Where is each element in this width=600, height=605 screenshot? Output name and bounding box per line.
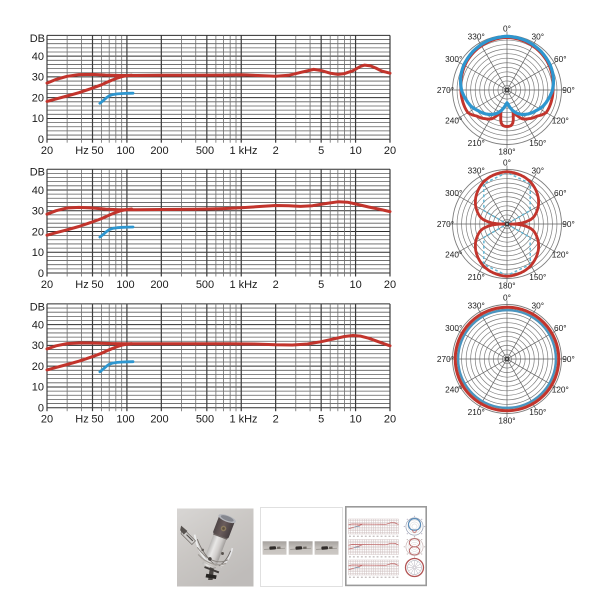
svg-text:50: 50 bbox=[91, 414, 103, 426]
svg-text:5: 5 bbox=[318, 279, 324, 291]
svg-text:330°: 330° bbox=[468, 32, 485, 42]
svg-text:180°: 180° bbox=[498, 280, 515, 290]
svg-text:90°: 90° bbox=[562, 354, 575, 364]
svg-text:0°: 0° bbox=[503, 292, 511, 302]
svg-text:30: 30 bbox=[32, 340, 44, 352]
svg-text:2: 2 bbox=[273, 279, 279, 291]
svg-text:DB: DB bbox=[30, 301, 45, 313]
svg-text:210°: 210° bbox=[468, 138, 485, 148]
svg-text:30°: 30° bbox=[532, 32, 545, 42]
svg-text:100: 100 bbox=[116, 279, 134, 291]
svg-text:60°: 60° bbox=[554, 323, 567, 333]
svg-text:20: 20 bbox=[32, 361, 44, 373]
svg-text:240°: 240° bbox=[445, 116, 462, 126]
svg-text:120°: 120° bbox=[552, 116, 569, 126]
svg-text:500: 500 bbox=[196, 279, 214, 291]
svg-text:270°: 270° bbox=[437, 354, 454, 364]
svg-text:30: 30 bbox=[32, 72, 44, 84]
svg-text:200: 200 bbox=[150, 279, 168, 291]
svg-text:Hz: Hz bbox=[75, 145, 88, 157]
svg-text:330°: 330° bbox=[468, 301, 485, 311]
svg-text:50: 50 bbox=[91, 145, 103, 157]
svg-text:5: 5 bbox=[318, 414, 324, 426]
svg-text:100: 100 bbox=[116, 414, 134, 426]
svg-text:90°: 90° bbox=[562, 85, 575, 95]
svg-text:20: 20 bbox=[384, 145, 396, 157]
svg-text:150°: 150° bbox=[529, 272, 546, 282]
svg-text:270°: 270° bbox=[437, 85, 454, 95]
svg-text:20: 20 bbox=[41, 145, 53, 157]
svg-text:20: 20 bbox=[384, 414, 396, 426]
svg-text:Hz: Hz bbox=[75, 279, 88, 291]
svg-text:1 kHz: 1 kHz bbox=[229, 279, 257, 291]
svg-text:240°: 240° bbox=[445, 385, 462, 395]
svg-text:200: 200 bbox=[150, 145, 168, 157]
svg-text:10: 10 bbox=[32, 113, 44, 125]
svg-text:10: 10 bbox=[349, 145, 361, 157]
svg-text:120°: 120° bbox=[552, 250, 569, 260]
svg-text:300°: 300° bbox=[445, 54, 462, 64]
svg-text:180°: 180° bbox=[498, 415, 515, 425]
svg-text:10: 10 bbox=[349, 414, 361, 426]
svg-text:500: 500 bbox=[196, 145, 214, 157]
svg-text:120°: 120° bbox=[552, 385, 569, 395]
svg-text:150°: 150° bbox=[529, 407, 546, 417]
svg-text:60°: 60° bbox=[554, 54, 567, 64]
svg-text:DB: DB bbox=[30, 33, 45, 45]
svg-text:40: 40 bbox=[32, 185, 44, 197]
svg-text:20: 20 bbox=[32, 93, 44, 105]
svg-text:500: 500 bbox=[196, 414, 214, 426]
svg-text:240°: 240° bbox=[445, 250, 462, 260]
svg-text:200: 200 bbox=[150, 414, 168, 426]
svg-text:150°: 150° bbox=[529, 138, 546, 148]
svg-text:20: 20 bbox=[384, 279, 396, 291]
svg-text:0: 0 bbox=[38, 268, 44, 280]
svg-text:20: 20 bbox=[41, 414, 53, 426]
svg-text:30: 30 bbox=[32, 206, 44, 218]
svg-text:270°: 270° bbox=[437, 219, 454, 229]
svg-text:1 kHz: 1 kHz bbox=[229, 145, 257, 157]
svg-text:20: 20 bbox=[41, 279, 53, 291]
svg-text:300°: 300° bbox=[445, 323, 462, 333]
svg-text:100: 100 bbox=[116, 145, 134, 157]
svg-text:40: 40 bbox=[32, 320, 44, 332]
svg-text:210°: 210° bbox=[468, 407, 485, 417]
svg-text:Hz: Hz bbox=[75, 414, 88, 426]
svg-text:60°: 60° bbox=[554, 188, 567, 198]
svg-text:10: 10 bbox=[32, 247, 44, 259]
svg-text:30°: 30° bbox=[532, 301, 545, 311]
svg-text:180°: 180° bbox=[498, 146, 515, 156]
svg-text:40: 40 bbox=[32, 51, 44, 63]
svg-text:2: 2 bbox=[273, 414, 279, 426]
svg-text:90°: 90° bbox=[562, 219, 575, 229]
svg-text:20: 20 bbox=[32, 226, 44, 238]
svg-text:0°: 0° bbox=[503, 157, 511, 167]
svg-text:210°: 210° bbox=[468, 272, 485, 282]
svg-text:5: 5 bbox=[318, 145, 324, 157]
svg-text:330°: 330° bbox=[468, 166, 485, 176]
svg-text:0: 0 bbox=[38, 403, 44, 415]
svg-text:DB: DB bbox=[30, 167, 45, 179]
svg-text:300°: 300° bbox=[445, 188, 462, 198]
svg-text:50: 50 bbox=[91, 279, 103, 291]
svg-text:1 kHz: 1 kHz bbox=[229, 414, 257, 426]
svg-text:30°: 30° bbox=[532, 166, 545, 176]
svg-text:10: 10 bbox=[349, 279, 361, 291]
svg-text:0°: 0° bbox=[503, 23, 511, 33]
svg-text:10: 10 bbox=[32, 382, 44, 394]
svg-text:2: 2 bbox=[273, 145, 279, 157]
svg-text:0: 0 bbox=[38, 134, 44, 146]
